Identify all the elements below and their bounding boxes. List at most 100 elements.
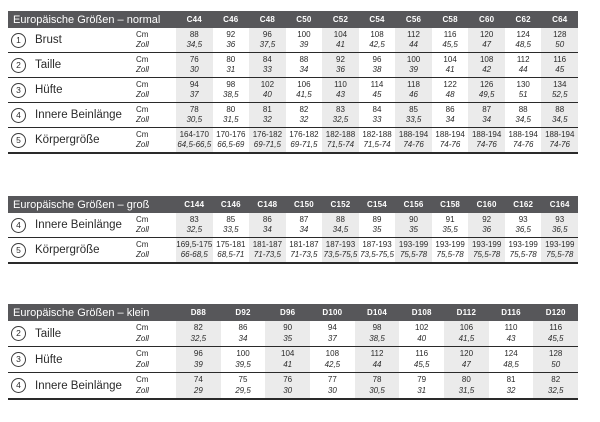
value-cell: 176-182 69-71,5	[286, 128, 323, 152]
unit-cm-label: Cm	[136, 239, 149, 249]
cm-value: 124	[504, 349, 518, 358]
value-cell: 169,5-175 66-68,5	[176, 238, 213, 262]
cm-value: 116	[415, 349, 429, 358]
zoll-value: 32,5	[190, 333, 207, 343]
zoll-value: 40	[417, 333, 427, 343]
value-cell: 164-170 64,5-66,5	[176, 128, 213, 152]
zoll-value: 41	[445, 65, 455, 74]
cm-value: 104	[333, 29, 348, 39]
cm-value: 108	[325, 349, 340, 358]
cm-value: 78	[189, 104, 199, 114]
zoll-value: 43	[506, 333, 516, 343]
value-cell: 79 31	[399, 373, 444, 398]
cm-value: 87	[482, 104, 492, 114]
zoll-value: 40	[262, 90, 272, 99]
section-header: Europäische Größen – normal C44 C46 C48 C50 C…	[8, 11, 578, 28]
cm-value: 88	[555, 104, 565, 114]
measurement-row: 3 Hüfte Cm Zoll 96 39 100 39,5 104 41 108 42,5 112 44…	[8, 347, 579, 373]
cm-value: 106	[459, 323, 474, 332]
value-cell: 193-199 75,5-78	[468, 238, 505, 262]
value-cell: 193-199 75,5-78	[432, 238, 469, 262]
zoll-value: 30,5	[369, 385, 385, 395]
zoll-value: 35	[283, 333, 293, 343]
unit-cm-label: Cm	[136, 349, 149, 358]
unit-cell: Cm Zoll	[136, 213, 176, 237]
cm-value: 134	[553, 79, 567, 89]
zoll-value: 32,5	[186, 225, 203, 234]
cm-value: 85	[226, 214, 236, 224]
cm-value: 188-194	[471, 129, 502, 139]
section-title: Europäische Größen – groß	[13, 198, 150, 211]
zoll-value: 38	[372, 65, 382, 74]
value-cell: 81 32	[489, 373, 534, 398]
zoll-value: 32	[299, 115, 309, 124]
zoll-value: 75,5-78	[399, 250, 428, 259]
unit-cell: Cm Zoll	[136, 28, 176, 52]
value-cell: 77 30	[310, 373, 355, 398]
cm-value: 128	[553, 29, 567, 39]
zoll-value: 35	[409, 225, 418, 234]
cm-value: 104	[281, 349, 295, 358]
row-label: Innere Beinlänge	[35, 219, 122, 231]
column-header: C144	[184, 200, 205, 209]
zoll-value: 33	[372, 115, 382, 124]
cm-value: 84	[372, 104, 382, 114]
zoll-value: 69-71,5	[253, 140, 281, 149]
zoll-value: 30,5	[186, 115, 203, 124]
row-label: Taille	[35, 59, 62, 71]
zoll-value: 33,5	[405, 115, 422, 124]
zoll-value: 41,5	[458, 333, 475, 343]
value-cell: 116 45	[541, 53, 579, 77]
zoll-value: 44	[409, 40, 418, 49]
value-cell: 110 43	[322, 78, 359, 102]
row-label-cell: 2 Taille	[8, 321, 136, 346]
value-cell: 92 36	[468, 213, 505, 237]
zoll-value: 73,5-75,5	[360, 250, 394, 259]
zoll-value: 38,5	[223, 90, 239, 99]
zoll-value: 74-76	[439, 140, 461, 149]
cm-value: 193-199	[435, 239, 465, 249]
value-cell: 106 41,5	[444, 321, 489, 346]
cm-value: 88	[189, 29, 199, 39]
zoll-value: 45,5	[413, 359, 430, 369]
value-cell: 181-187 71-73,5	[286, 238, 323, 262]
zoll-value: 35	[372, 225, 382, 234]
unit-zoll-label: Zoll	[136, 385, 149, 395]
zoll-value: 34,5	[515, 115, 531, 124]
cm-value: 116	[443, 29, 457, 39]
unit-zoll-label: Zoll	[136, 65, 149, 74]
value-cell: 84 33	[249, 53, 286, 77]
zoll-value: 34	[445, 115, 455, 124]
value-cell: 86 34	[432, 103, 469, 127]
cm-value: 116	[553, 54, 567, 64]
cm-value: 164-170	[179, 129, 209, 139]
cm-value: 92	[482, 214, 492, 224]
value-cell: 94 37	[176, 78, 213, 102]
zoll-value: 31,5	[223, 115, 239, 124]
value-cell: 182-188 71,5-74	[322, 128, 359, 152]
value-cell: 182-188 71,5-74	[359, 128, 396, 152]
cm-value: 116	[549, 323, 563, 332]
value-cell: 83 32,5	[176, 213, 213, 237]
cm-value: 86	[238, 323, 248, 332]
cm-value: 88	[299, 54, 309, 64]
zoll-value: 73,5-75,5	[323, 250, 358, 259]
zoll-value: 75,5-78	[436, 250, 464, 259]
value-cell: 89 35	[359, 213, 396, 237]
section-header: Europäische Größen – groß C144 C146 C148 C15…	[8, 196, 578, 213]
cm-value: 80	[226, 54, 236, 64]
zoll-value: 41	[283, 359, 293, 369]
zoll-value: 43	[336, 90, 345, 99]
value-cell: 181-187 71-73,5	[249, 238, 286, 262]
unit-cell: Cm Zoll	[136, 373, 176, 398]
row-label-cell: 4 Innere Beinlänge	[8, 373, 136, 398]
row-label-cell: 1 Brust	[8, 28, 136, 52]
cm-value: 188-194	[435, 129, 465, 139]
cm-value: 130	[516, 79, 530, 89]
value-cell: 92 36	[213, 28, 250, 52]
column-header: D112	[456, 308, 477, 317]
zoll-value: 42,5	[369, 40, 385, 49]
cm-value: 193-199	[545, 239, 575, 249]
zoll-value: 64,5-66,5	[177, 140, 212, 149]
cm-value: 188-194	[508, 129, 538, 139]
